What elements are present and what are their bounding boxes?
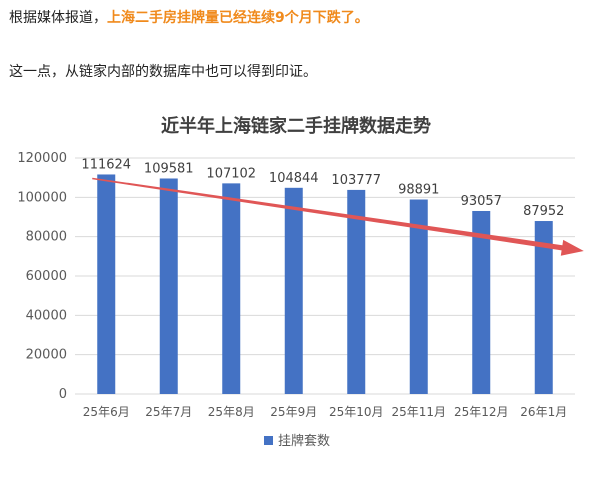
- bar: [472, 210, 491, 394]
- data-labels: 111624 109581 107102 104844 103777 98891 93057…: [81, 157, 564, 219]
- y-tick-label: 0: [59, 387, 67, 402]
- bar: [409, 199, 428, 394]
- y-tick-label: 80000: [26, 230, 67, 245]
- x-tick-label: 25年10月: [329, 405, 384, 419]
- article-paragraph-1: 根据媒体报道，上海二手房挂牌量已经连续9个月下跌了。: [9, 8, 369, 28]
- x-tick-label: 25年11月: [391, 405, 446, 419]
- paragraph-1-highlight: 上海二手房挂牌量已经连续9个月下跌了。: [107, 10, 369, 26]
- trend-arrow-shape: [92, 177, 584, 256]
- y-tick-label: 60000: [26, 269, 67, 284]
- data-label: 103777: [331, 173, 381, 188]
- article-paragraph-2: 这一点，从链家内部的数据库中也可以得到印证。: [9, 64, 317, 80]
- legend-swatch: [264, 436, 273, 445]
- chart-title: 近半年上海链家二手挂牌数据走势: [161, 115, 431, 137]
- data-label: 107102: [206, 166, 256, 181]
- trend-arrow: [92, 177, 584, 256]
- x-tick-label: 25年6月: [83, 405, 130, 419]
- x-tick-label: 25年8月: [208, 405, 255, 419]
- gridlines: [75, 157, 575, 395]
- bars: [97, 174, 553, 394]
- bar: [159, 178, 178, 394]
- data-label: 104844: [269, 171, 319, 186]
- y-tick-label: 120000: [17, 151, 67, 166]
- legend: 挂牌套数: [264, 433, 330, 449]
- data-label: 98891: [398, 183, 439, 198]
- x-tick-label: 25年12月: [454, 405, 509, 419]
- chart-container: 近半年上海链家二手挂牌数据走势 0 20000 40000 60000 80000 100…: [0, 100, 592, 491]
- bar: [97, 174, 116, 394]
- data-label: 111624: [81, 157, 131, 172]
- data-label: 109581: [144, 161, 194, 176]
- bar-chart: 近半年上海链家二手挂牌数据走势 0 20000 40000 60000 80000 100…: [17, 115, 584, 449]
- x-tick-label: 25年9月: [270, 405, 317, 419]
- x-axis-ticks: 25年6月 25年7月 25年8月 25年9月 25年10月 25年11月 25年12月 26…: [83, 405, 567, 419]
- bar: [347, 189, 366, 394]
- bar: [534, 221, 553, 394]
- bar: [284, 187, 303, 394]
- paragraph-1-prefix: 根据媒体报道，: [9, 10, 107, 26]
- x-tick-label: 25年7月: [145, 405, 192, 419]
- y-tick-label: 100000: [17, 190, 67, 205]
- data-label: 93057: [461, 194, 502, 209]
- y-tick-label: 40000: [26, 308, 67, 323]
- data-label: 87952: [523, 204, 564, 219]
- y-tick-label: 20000: [26, 348, 67, 363]
- legend-label: 挂牌套数: [278, 433, 330, 449]
- x-tick-label: 26年1月: [520, 405, 567, 419]
- y-axis-ticks: 0 20000 40000 60000 80000 100000 120000: [17, 151, 67, 402]
- bar: [222, 183, 241, 394]
